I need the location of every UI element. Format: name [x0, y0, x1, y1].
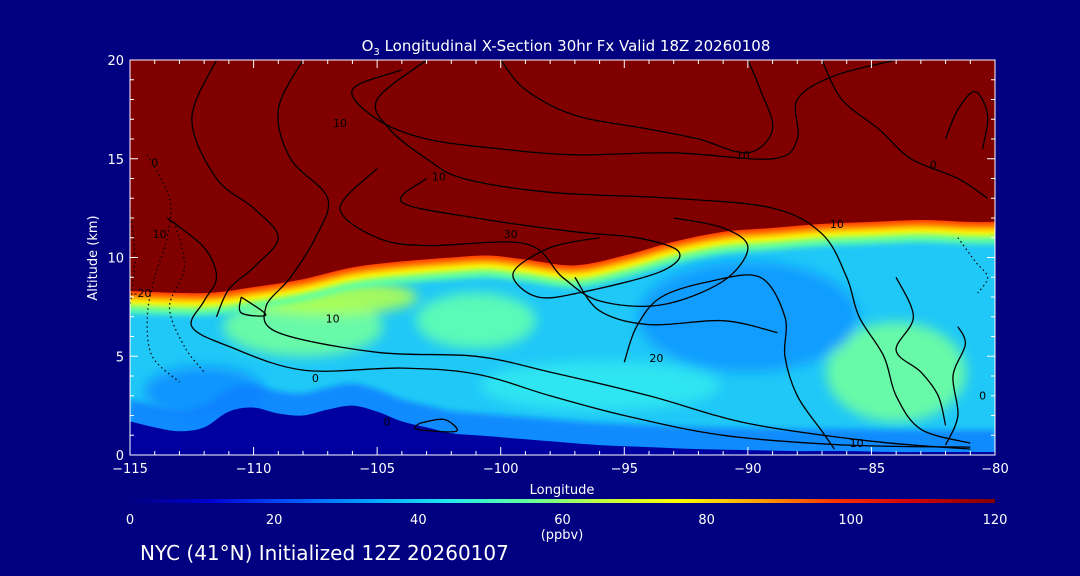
colorbar-ticks: 0 20 40 60 80 100 120 — [126, 513, 1008, 528]
contour-line — [339, 168, 749, 307]
colorbar-tick-label: 100 — [838, 513, 863, 528]
x-tick-label: −110 — [236, 462, 272, 477]
contour-lines — [130, 60, 989, 450]
contour-line — [413, 418, 458, 433]
contour-label: 0 — [979, 390, 986, 403]
x-tick-label: −95 — [611, 462, 638, 477]
colorbar-tick-label: 20 — [266, 513, 283, 528]
contour-line — [374, 60, 971, 444]
contour-line — [944, 326, 966, 446]
colorbar-unit: (ppbv) — [541, 528, 584, 543]
contour-label: 10 — [830, 218, 844, 231]
contour-label: 10 — [432, 170, 446, 183]
contour-label: 0 — [151, 157, 158, 170]
contour-label: 0 — [930, 159, 937, 172]
y-axis: 0 5 10 15 20 — [107, 54, 995, 464]
y-axis-label: Altitude (km) — [86, 215, 101, 300]
colorbar-tick-label: 80 — [698, 513, 715, 528]
x-axis-label: Longitude — [530, 483, 595, 498]
contour-line — [623, 274, 835, 450]
chart-title: O3 Longitudinal X-Section 30hr Fx Valid … — [362, 37, 771, 58]
contour-line — [821, 60, 988, 199]
contour-label: 10 — [153, 228, 167, 241]
contour-line — [944, 90, 989, 150]
y-tick-label: 20 — [107, 54, 124, 69]
negative-contour-line — [168, 221, 205, 373]
colorbar-tick-label: 0 — [126, 513, 134, 528]
x-tick-label: −115 — [112, 462, 148, 477]
plot-area: 10 10 10 0 0 10 30 10 -20 10 20 0 0 0 10 — [130, 60, 995, 455]
contour-line — [263, 60, 971, 450]
colorbar-tick-label: 60 — [554, 513, 571, 528]
contour-line — [351, 60, 897, 160]
x-tick-label: −100 — [483, 462, 519, 477]
contour-label: 30 — [504, 228, 518, 241]
colorbar-gradient — [130, 499, 995, 503]
x-axis: −115 −110 −105 −100 −95 −90 −85 −80 — [112, 60, 1009, 477]
colorbar-tick-label: 120 — [983, 513, 1008, 528]
contour-line — [191, 60, 279, 318]
contour-labels: 10 10 10 0 0 10 30 10 -20 10 20 0 0 0 10 — [133, 117, 986, 450]
x-tick-label: −85 — [858, 462, 885, 477]
y-tick-label: 5 — [116, 350, 124, 365]
contour-line — [574, 276, 778, 334]
contour-label: 10 — [850, 437, 864, 450]
contour-label: 10 — [736, 149, 750, 162]
colorbar: 0 20 40 60 80 100 120 (ppbv) — [126, 499, 1008, 543]
contour-label: -20 — [133, 287, 151, 300]
y-tick-label: 10 — [107, 252, 124, 267]
contour-line — [500, 60, 774, 154]
x-tick-label: −80 — [981, 462, 1008, 477]
colorbar-tick-label: 40 — [410, 513, 427, 528]
y-tick-label: 0 — [116, 449, 124, 464]
contour-label: 0 — [384, 415, 391, 428]
contour-label: 20 — [649, 352, 663, 365]
y-tick-label: 15 — [107, 153, 124, 168]
contour-label: 10 — [333, 117, 347, 130]
contour-line — [895, 277, 947, 426]
contour-label: 10 — [326, 313, 340, 326]
contour-label: 0 — [312, 372, 319, 385]
contour-line — [166, 217, 971, 448]
x-tick-label: −105 — [359, 462, 395, 477]
contour-line — [238, 296, 267, 317]
footer-caption: NYC (41°N) Initialized 12Z 20260107 — [140, 541, 509, 565]
contour-line — [399, 177, 681, 299]
x-tick-label: −90 — [734, 462, 761, 477]
negative-contour-line — [957, 237, 989, 294]
